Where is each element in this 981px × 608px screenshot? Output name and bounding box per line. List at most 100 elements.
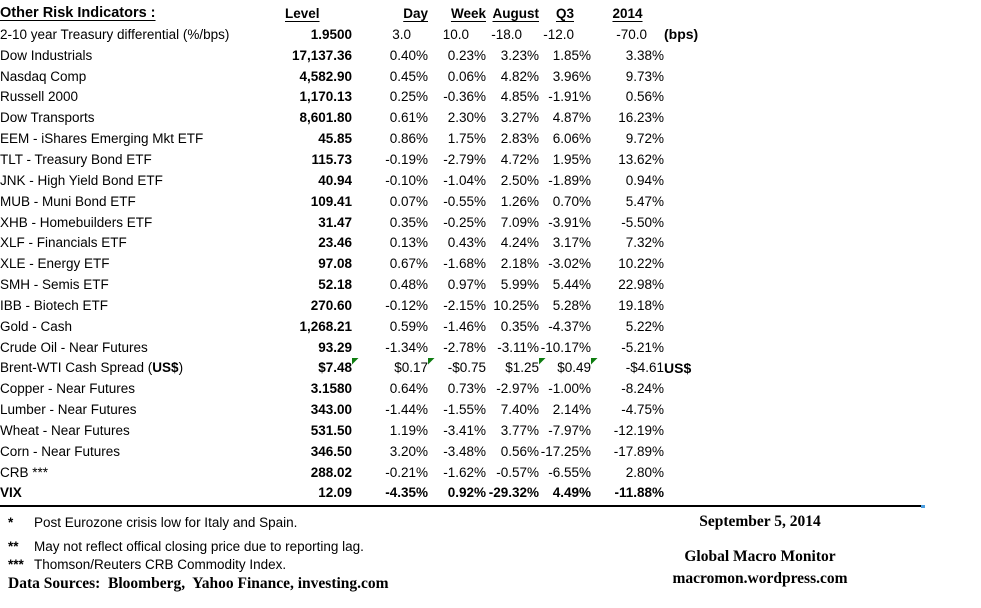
cell-week: 0.73% (447, 381, 486, 397)
cell-week: -1.46% (443, 318, 486, 334)
table-row: Nasdaq Comp 4,582.90 0.45% 0.06% 4.82% 3.96% 9… (0, 66, 834, 87)
cell-y2014: -17.89% (613, 443, 664, 459)
table-row: JNK - High Yield Bond ETF 40.94 -0.10% -1.0… (0, 170, 834, 191)
cell-q3: -1.91% (548, 89, 591, 105)
cell-august: 3.77% (500, 422, 539, 438)
row-label: VIX (0, 485, 22, 501)
footnote-1: * Post Eurozone crisis low for Italy and … (8, 515, 297, 530)
footnote-2: ** May not reflect offical closing price … (8, 539, 364, 554)
header-row: Other Risk Indicators : Level Day Week Augus… (0, 2, 834, 24)
cell-y2014: -$4.61 (591, 357, 664, 379)
cell-y2014: 5.22% (625, 318, 664, 334)
cell-week: 0.06% (447, 68, 486, 84)
data-sources: Data Sources: Bloomberg, Yahoo Finance, … (8, 575, 389, 592)
column-header-week: Week (450, 5, 486, 21)
table-row: EEM - iShares Emerging Mkt ETF 45.85 0.86%… (0, 128, 834, 149)
cell-unit-note (664, 337, 834, 358)
table-row: Brent-WTI Cash Spread (US$) $7.48 $0.17 -$0… (0, 357, 834, 379)
cell-day: 0.13% (389, 235, 428, 251)
cell-day: -0.21% (385, 464, 428, 480)
cell-august: 0.56% (500, 443, 539, 459)
cell-q3: -1.00% (548, 381, 591, 397)
cell-week: -2.79% (443, 151, 486, 167)
cell-august: 2.83% (500, 131, 539, 147)
table-body: 2-10 year Treasury differential (%/bps) 1… (0, 24, 834, 503)
cell-level: $7.48 (318, 360, 352, 376)
cell-q3: -3.91% (548, 214, 591, 230)
cell-week: -1.62% (443, 464, 486, 480)
table-row: 2-10 year Treasury differential (%/bps) 1… (0, 24, 834, 45)
table-row: Copper - Near Futures 3.1580 0.64% 0.73% -2.… (0, 378, 834, 399)
row-label: Corn - Near Futures (0, 443, 121, 459)
cell-level: 1,170.13 (299, 89, 352, 105)
cell-y2014: -12.19% (613, 422, 664, 438)
cell-august: 3.23% (500, 47, 539, 63)
row-label: Gold - Cash (0, 318, 73, 334)
cell-august: 0.35% (500, 318, 539, 334)
cell-unit-note (664, 170, 834, 191)
table-row: VIX 12.09 -4.35% 0.92% -29.32% 4.49% -11.88% (0, 483, 834, 504)
cell-week: -1.68% (443, 256, 486, 272)
cell-q3: 0.70% (552, 193, 591, 209)
comment-flag-icon (352, 357, 359, 365)
table-row: SMH - Semis ETF 52.18 0.48% 0.97% 5.99% 5.44%… (0, 274, 834, 295)
cell-y2014: 7.32% (625, 235, 664, 251)
cell-unit-note: US$ (664, 359, 692, 376)
cell-august: 2.18% (500, 256, 539, 272)
cell-week: -3.41% (443, 422, 486, 438)
cell-level: 4,582.90 (299, 68, 352, 84)
footnote-3: *** Thomson/Reuters CRB Commodity Index. (8, 557, 286, 572)
cell-level: 8,601.80 (299, 110, 352, 126)
row-label: Dow Transports (0, 110, 95, 126)
cell-q3: -1.89% (548, 172, 591, 188)
row-label: XLF - Financials ETF (0, 235, 127, 251)
cell-unit-note (664, 232, 834, 253)
column-header-q3: Q3 (555, 5, 574, 21)
cell-day: $0.17 (352, 357, 428, 379)
cell-day: 0.35% (389, 214, 428, 230)
cell-unit-note (664, 295, 834, 316)
cell-unit-note (664, 45, 834, 66)
cell-level: 45.85 (318, 131, 352, 147)
cell-unit-note (664, 253, 834, 274)
cell-y2014: -70.0 (616, 26, 647, 42)
cell-level: 343.00 (310, 402, 352, 418)
row-label: IBB - Biotech ETF (0, 297, 109, 313)
row-label: SMH - Semis ETF (0, 277, 109, 293)
cell-august: 4.24% (500, 235, 539, 251)
column-header-unit (664, 2, 834, 24)
cell-week: -3.48% (443, 443, 486, 459)
cell-level: 52.18 (318, 277, 352, 293)
cell-week: -0.25% (443, 214, 486, 230)
cell-level: 12.09 (318, 485, 352, 501)
cell-q3: -4.37% (548, 318, 591, 334)
table-row: XLF - Financials ETF 23.46 0.13% 0.43% 4.24%… (0, 232, 834, 253)
cell-unit-note (664, 212, 834, 233)
cell-y2014: 3.38% (625, 47, 664, 63)
row-label: TLT - Treasury Bond ETF (0, 151, 152, 167)
cell-day: 0.67% (389, 256, 428, 272)
comment-flag-icon (428, 357, 435, 365)
cell-q3: 5.28% (552, 297, 591, 313)
cell-unit-note (664, 378, 834, 399)
cell-y2014: 9.73% (625, 68, 664, 84)
row-label: EEM - iShares Emerging Mkt ETF (0, 131, 204, 147)
cell-day: 0.45% (389, 68, 428, 84)
cell-level: 531.50 (310, 422, 352, 438)
cell-level: 346.50 (310, 443, 352, 459)
cell-y2014: -5.21% (621, 339, 664, 355)
cell-day: 0.40% (389, 47, 428, 63)
cell-day: 0.86% (389, 131, 428, 147)
cell-unit-note (664, 483, 834, 504)
cell-level: 17,137.36 (291, 47, 352, 63)
cell-q3: -3.02% (548, 256, 591, 272)
comment-flag-icon (591, 357, 598, 365)
cell-unit-note (664, 274, 834, 295)
table-row: XLE - Energy ETF 97.08 0.67% -1.68% 2.18% -3.… (0, 253, 834, 274)
divider-rule (0, 505, 921, 508)
footnote-3-text: Thomson/Reuters CRB Commodity Index. (34, 557, 287, 572)
cell-q3: 3.96% (552, 68, 591, 84)
cell-y2014: -4.75% (621, 402, 664, 418)
brand-name: Global Macro Monitor (684, 548, 836, 565)
cell-week: -2.78% (443, 339, 486, 355)
